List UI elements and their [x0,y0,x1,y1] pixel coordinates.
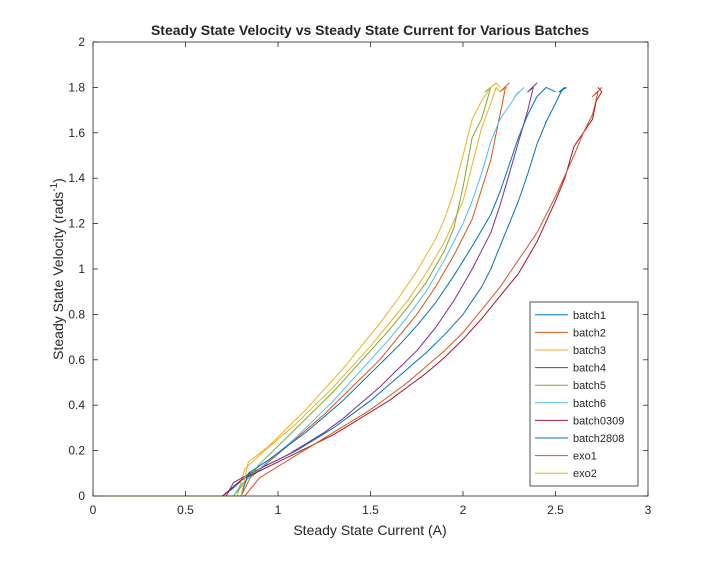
series-line-batch6 [93,87,525,497]
y-axis-label: Steady State Velocity (rads-1) [49,178,66,360]
x-tick-label: 1 [275,503,282,517]
legend-label-batch3: batch3 [573,345,606,357]
y-tick-label: 0.2 [68,444,85,458]
legend-label-batch2808: batch2808 [573,433,624,445]
legend-label-batch0309: batch0309 [573,415,624,427]
x-tick-label: 1.5 [362,503,379,517]
y-axis-label-main: Steady State Velocity (rads [50,192,66,360]
legend: batch1 batch2 batch3 batch4 batch5 batch6 batc… [529,301,639,487]
axes: 0 0.5 1 1.5 2 2.5 3 0 0.2 0.4 0.6 0.8 1 1.2 1.4 1.6 1.8 2 [68,35,651,517]
series-line-batch0309 [93,87,603,497]
y-axis-label-superscript: -1 [49,182,60,191]
y-tick-label: 0.6 [68,353,85,367]
y-tick-label: 0.8 [68,307,85,321]
series-line-exo2 [93,82,501,497]
legend-label-batch4: batch4 [573,363,606,375]
x-axis-label: Steady State Current (A) [293,522,446,538]
chart-title: Steady State Velocity vs Steady State Cu… [151,22,589,38]
x-tick-label: 2.5 [547,503,564,517]
series-line-batch3 [93,86,508,497]
series-line-exo1 [93,87,603,497]
x-tick-label: 2 [460,503,467,517]
plot-area [93,82,603,497]
legend-label-batch5: batch5 [573,380,606,392]
legend-label-batch2: batch2 [573,327,606,339]
y-tick-label: 0 [78,489,85,503]
legend-label-exo2: exo2 [573,468,597,480]
x-tick-label: 0 [90,503,97,517]
y-tick-label: 0.4 [68,398,85,412]
y-tick-label: 2 [78,35,85,49]
series-line-batch2808 [93,86,556,497]
legend-label-batch1: batch1 [573,310,606,322]
y-tick-label: 1 [78,262,85,276]
y-tick-label: 1.4 [68,171,85,185]
y-tick-label: 1.6 [68,126,85,140]
y-tick-label: 1.2 [68,217,85,231]
y-axis-label-end: ) [50,178,66,183]
legend-label-exo1: exo1 [573,451,597,463]
series-line-batch5 [93,82,497,497]
x-tick-label: 3 [645,503,652,517]
x-tick-label: 0.5 [177,503,194,517]
y-tick-label: 1.8 [68,80,85,94]
series-line-batch4 [93,82,538,497]
legend-label-batch6: batch6 [573,398,606,410]
